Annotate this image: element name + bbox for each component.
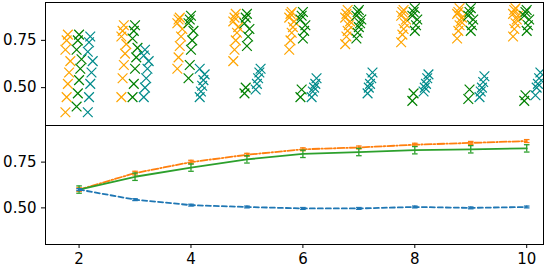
svg-text:4: 4 bbox=[186, 250, 196, 266]
svg-text:0.75: 0.75 bbox=[3, 31, 36, 49]
svg-text:10: 10 bbox=[517, 250, 536, 266]
svg-text:0.50: 0.50 bbox=[3, 78, 36, 96]
svg-text:0.50: 0.50 bbox=[3, 199, 36, 217]
svg-text:0.75: 0.75 bbox=[3, 153, 36, 171]
svg-text:8: 8 bbox=[410, 250, 420, 266]
svg-text:6: 6 bbox=[298, 250, 308, 266]
svg-text:2: 2 bbox=[74, 250, 84, 266]
